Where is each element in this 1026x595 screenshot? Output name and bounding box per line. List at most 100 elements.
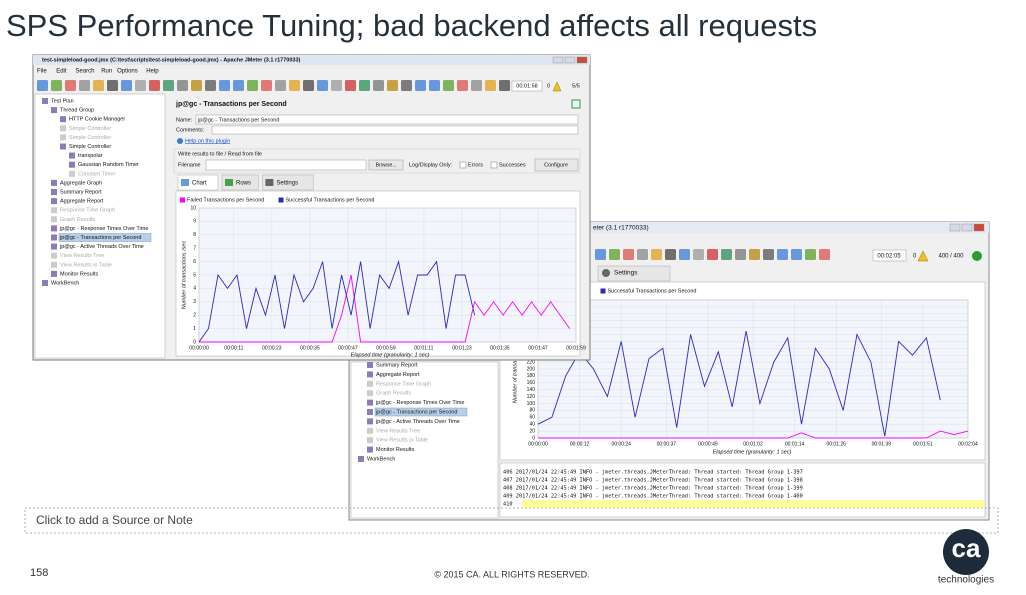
tree-item[interactable]: Response Time Graph xyxy=(376,381,431,387)
toolbar-button[interactable] xyxy=(303,80,314,91)
menu-item[interactable]: Edit xyxy=(56,69,67,75)
toolbar-button[interactable] xyxy=(107,80,118,91)
tree-item[interactable]: Graph Results xyxy=(60,217,95,223)
text-input[interactable] xyxy=(211,125,579,135)
button[interactable] xyxy=(534,158,579,172)
tab-label[interactable]: Settings xyxy=(276,181,298,187)
toolbar-button[interactable] xyxy=(679,249,690,260)
tree-item[interactable]: Test Plan xyxy=(51,98,74,104)
tree-item[interactable]: View Results Tree xyxy=(60,253,104,259)
toolbar-button[interactable] xyxy=(275,80,286,91)
toolbar-button[interactable] xyxy=(791,249,802,260)
text-input[interactable] xyxy=(205,159,367,171)
text-input[interactable] xyxy=(195,114,579,125)
tree-item[interactable]: Simple Controller xyxy=(69,135,111,141)
toolbar-button[interactable] xyxy=(331,80,342,91)
toolbar-button[interactable] xyxy=(359,80,370,91)
toolbar-button[interactable] xyxy=(191,80,202,91)
menu-item[interactable]: File xyxy=(37,69,47,75)
toolbar-button[interactable] xyxy=(233,80,244,91)
tree-item[interactable]: HTTP Cookie Manager xyxy=(69,117,125,123)
note-placeholder[interactable]: Click to add a Source or Note xyxy=(36,513,193,527)
toolbar-button[interactable] xyxy=(721,249,732,260)
toolbar-button[interactable] xyxy=(471,80,482,91)
toolbar-button[interactable] xyxy=(317,80,328,91)
toolbar-button[interactable] xyxy=(651,249,662,260)
tree-item[interactable]: Monitor Results xyxy=(60,271,98,277)
toolbar-button[interactable] xyxy=(37,80,48,91)
toolbar-button[interactable] xyxy=(749,249,760,260)
window-control[interactable] xyxy=(961,223,973,232)
tree-item[interactable]: Summary Report xyxy=(376,362,418,368)
toolbar-button[interactable] xyxy=(819,249,830,260)
toolbar-button[interactable] xyxy=(247,80,258,91)
menu-item[interactable]: Run xyxy=(101,69,112,75)
tree-item[interactable]: Aggregate Graph xyxy=(60,180,102,186)
tree-item[interactable]: WorkBench xyxy=(367,456,395,462)
tree-item[interactable]: Aggregate Report xyxy=(60,199,104,205)
toolbar-button[interactable] xyxy=(707,249,718,260)
tab[interactable] xyxy=(177,174,219,191)
note-box[interactable] xyxy=(24,507,999,534)
toolbar-button[interactable] xyxy=(609,249,620,260)
tree-item[interactable]: View Results in Table xyxy=(376,438,428,444)
tree-item[interactable]: Aggregate Report xyxy=(376,372,420,378)
toolbar-button[interactable] xyxy=(121,80,132,91)
toolbar-button[interactable] xyxy=(261,80,272,91)
tab-label[interactable]: Settings xyxy=(614,270,638,277)
toolbar-button[interactable] xyxy=(401,80,412,91)
tree-item[interactable]: View Results in Table xyxy=(60,262,112,268)
checkbox-label[interactable]: Errors xyxy=(468,162,483,168)
toolbar-button[interactable] xyxy=(65,80,76,91)
toolbar-button[interactable] xyxy=(149,80,160,91)
tree-item[interactable]: jp@gc - Active Threads Over Time xyxy=(59,244,144,250)
toolbar-button[interactable] xyxy=(387,80,398,91)
menu-item[interactable]: Search xyxy=(75,69,94,75)
tree-item[interactable]: Monitor Results xyxy=(376,447,414,453)
toolbar-button[interactable] xyxy=(693,249,704,260)
tree-item[interactable]: Simple Controller xyxy=(69,144,111,150)
toolbar-button[interactable] xyxy=(373,80,384,91)
tree-item[interactable]: Constant Timer xyxy=(78,171,115,177)
tree-item[interactable]: Gaussian Random Timer xyxy=(78,162,139,168)
toolbar-button[interactable] xyxy=(135,80,146,91)
menu-item[interactable]: Help xyxy=(146,69,159,75)
tree-item[interactable]: View Results Tree xyxy=(376,428,420,434)
tab[interactable] xyxy=(262,174,314,191)
checkbox[interactable] xyxy=(490,161,498,169)
button-label[interactable]: Browse... xyxy=(376,162,397,168)
tree-item[interactable]: jp@gc - Active Threads Over Time xyxy=(375,419,460,425)
toolbar-button[interactable] xyxy=(289,80,300,91)
checkbox-label[interactable]: Successes xyxy=(499,162,526,168)
help-link[interactable]: Help on this plugin xyxy=(185,138,230,144)
button-label[interactable]: Configure xyxy=(544,162,568,168)
toolbar-button[interactable] xyxy=(429,80,440,91)
tree-item[interactable]: Thread Group xyxy=(60,108,94,114)
toolbar-button[interactable] xyxy=(219,80,230,91)
tree-item[interactable]: Response Time Graph xyxy=(60,208,115,214)
toolbar-button[interactable] xyxy=(345,80,356,91)
toolbar-button[interactable] xyxy=(763,249,774,260)
toolbar-button[interactable] xyxy=(93,80,104,91)
tree-item[interactable]: jp@gc - Transactions per Second xyxy=(59,235,141,241)
toolbar-button[interactable] xyxy=(79,80,90,91)
window-control[interactable] xyxy=(949,223,961,232)
checkbox[interactable] xyxy=(459,161,467,169)
toolbar-button[interactable] xyxy=(415,80,426,91)
window-control[interactable] xyxy=(552,56,564,64)
toolbar-button[interactable] xyxy=(443,80,454,91)
button[interactable] xyxy=(368,159,404,171)
tree-item[interactable]: Summary Report xyxy=(60,189,102,195)
tab-label[interactable]: Rows xyxy=(236,181,251,187)
toolbar-button[interactable] xyxy=(163,80,174,91)
toolbar-button[interactable] xyxy=(595,249,606,260)
toolbar-button[interactable] xyxy=(665,249,676,260)
tab-label[interactable]: Chart xyxy=(192,181,207,187)
expand-icon[interactable] xyxy=(571,99,581,109)
tree-item[interactable]: transpolar xyxy=(78,153,103,159)
toolbar-button[interactable] xyxy=(485,80,496,91)
tree-item[interactable]: Graph Results xyxy=(376,391,411,397)
tree-item[interactable]: WorkBench xyxy=(51,280,79,286)
toolbar-button[interactable] xyxy=(777,249,788,260)
window-control[interactable] xyxy=(576,56,588,64)
